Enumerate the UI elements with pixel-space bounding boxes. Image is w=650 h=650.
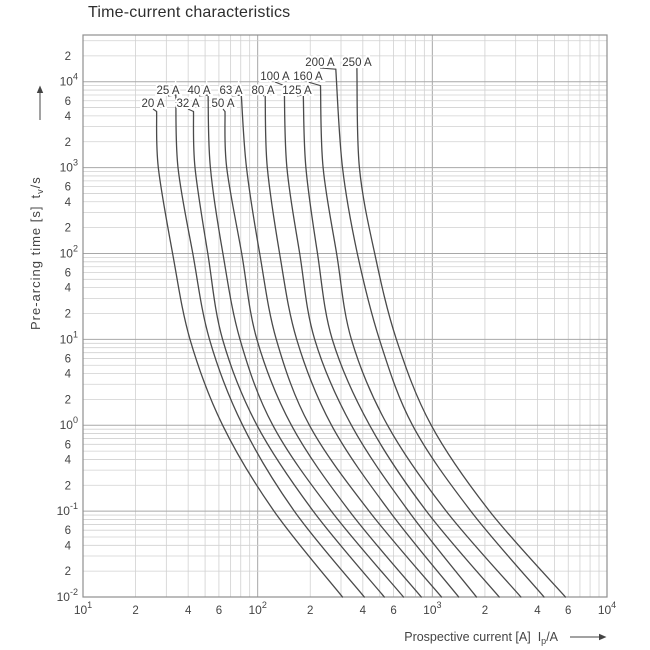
leader-125a — [296, 94, 304, 97]
grid — [82, 35, 608, 598]
y-tick-label: 4 — [65, 454, 72, 466]
curve-100a — [283, 85, 478, 598]
x-tick-label: 2 — [132, 605, 138, 617]
y-tick-label: 6 — [65, 182, 71, 194]
curve-20a — [155, 110, 344, 598]
y-tick-label: 4 — [65, 197, 72, 209]
x-tick-label: 4 — [185, 605, 192, 617]
y-tick-label: 10-2 — [57, 587, 78, 604]
y-tick-label: 4 — [65, 369, 72, 381]
y-tick-label: 4 — [65, 540, 72, 552]
y-axis-ticks: 2 104 6 4 2 103 6 4 2 102 6 4 2 101 6 4 2 100 6 4 2 10-1 6 4 2 10… — [57, 51, 78, 604]
curve-200a — [335, 68, 545, 598]
y-tick-label: 6 — [65, 96, 71, 108]
chart-title: Time-current characteristics — [88, 4, 291, 21]
x-tick-label: 104 — [598, 600, 616, 617]
y-tick-label: 101 — [60, 329, 78, 346]
curve-label-200a: 200 A — [305, 57, 335, 69]
curve-label-160a: 160 A — [293, 71, 323, 83]
x-tick-label: 2 — [482, 605, 488, 617]
y-tick-label: 2 — [65, 137, 71, 149]
curve-label-50a: 50 A — [211, 98, 234, 110]
x-tick-label: 4 — [360, 605, 367, 617]
y-tick-label: 6 — [65, 268, 71, 280]
curve-160a — [319, 85, 522, 598]
curve-25a — [175, 94, 365, 598]
curve-80a — [264, 94, 460, 598]
y-axis-title: Pre-arcing time [s]tv/s — [28, 176, 45, 330]
x-tick-label: 6 — [390, 605, 396, 617]
leader-40a — [198, 94, 209, 97]
curve-label-leaders — [152, 67, 358, 113]
y-tick-label: 103 — [60, 158, 78, 175]
curve-label-32a: 32 A — [176, 98, 199, 110]
x-tick-label: 2 — [307, 605, 313, 617]
fuse-curves — [155, 68, 567, 598]
y-tick-label: 2 — [65, 566, 71, 578]
leader-80a — [262, 94, 266, 97]
plot-border — [82, 34, 608, 598]
y-tick-label: 100 — [60, 415, 78, 432]
curve-label-100a: 100 A — [260, 71, 290, 83]
y-axis-arrow-icon — [36, 85, 44, 120]
x-tick-label: 103 — [423, 600, 441, 617]
y-tick-label: 2 — [65, 223, 71, 235]
curve-50a — [224, 110, 422, 598]
curve-32a — [192, 110, 385, 598]
y-tick-label: 2 — [65, 480, 71, 492]
leader-200a — [319, 67, 336, 70]
curve-label-63a: 63 A — [219, 85, 242, 97]
x-axis-ticks: 101 2 4 6 102 2 4 6 103 2 4 6 104 — [74, 600, 616, 617]
y-tick-label: 102 — [60, 243, 78, 260]
y-tick-label: 6 — [65, 353, 71, 365]
x-axis-arrow-icon — [570, 633, 607, 641]
y-tick-label: 4 — [65, 111, 72, 123]
y-tick-label: 2 — [65, 51, 71, 63]
x-axis-title: Prospective current [A] Ip/A — [404, 630, 558, 646]
curve-125a — [302, 94, 500, 598]
curve-label-25a: 25 A — [156, 85, 179, 97]
curve-40a — [207, 94, 405, 598]
y-tick-label: 4 — [65, 283, 72, 295]
y-tick-label: 2 — [65, 394, 71, 406]
curve-labels: 20 A25 A32 A40 A50 A63 A 80 A 100 A 125 A 16… — [139, 55, 374, 112]
curve-250a — [356, 68, 567, 598]
curve-label-40a: 40 A — [187, 85, 210, 97]
x-tick-label: 101 — [74, 600, 92, 617]
leader-50a — [222, 108, 226, 112]
x-tick-label: 6 — [216, 605, 222, 617]
leader-160a — [307, 81, 321, 87]
leader-100a — [274, 81, 285, 87]
y-tick-label: 10-1 — [57, 501, 78, 518]
y-tick-label: 6 — [65, 439, 71, 451]
leader-63a — [230, 94, 242, 97]
x-tick-label: 4 — [534, 605, 541, 617]
y-tick-label: 104 — [60, 72, 78, 89]
curve-label-125a: 125 A — [282, 85, 312, 97]
y-tick-label: 6 — [65, 525, 71, 537]
leader-25a — [167, 94, 176, 97]
x-tick-label: 6 — [565, 605, 571, 617]
leader-20a — [152, 108, 157, 112]
curve-63a — [240, 94, 443, 598]
y-tick-label: 2 — [65, 309, 71, 321]
leader-32a — [187, 108, 194, 113]
curve-label-20a: 20 A — [141, 98, 164, 110]
x-tick-label: 102 — [248, 600, 266, 617]
curve-label-80a: 80 A — [251, 85, 274, 97]
curve-label-250a: 250 A — [342, 57, 372, 69]
